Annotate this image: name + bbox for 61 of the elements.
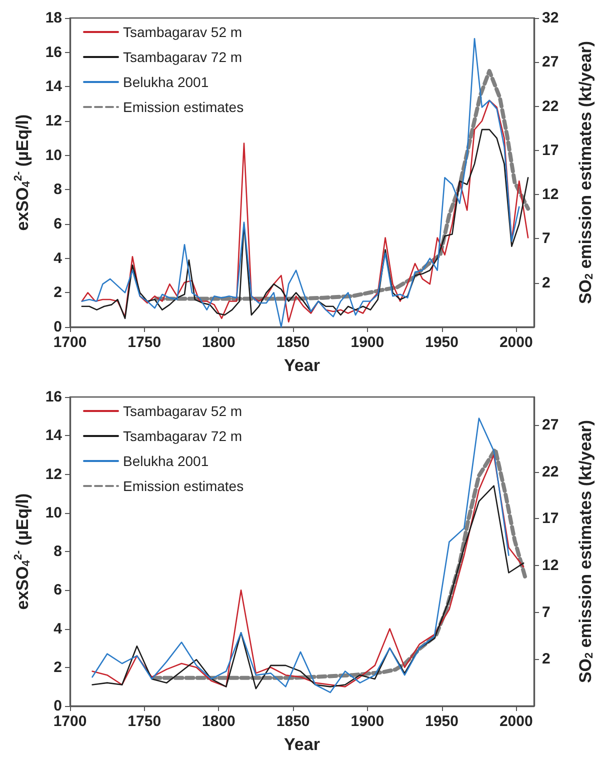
y-tick-label: 0: [54, 318, 62, 336]
y2-tick-label: 22: [542, 463, 559, 480]
y-tick-label: 12: [45, 112, 62, 130]
y2-tick-label: 2: [542, 650, 550, 668]
y2-tick-label: 12: [542, 557, 559, 574]
x-tick-label: 1950: [425, 334, 458, 351]
legend-label: Belukha 2001: [123, 453, 209, 469]
line-series: [92, 418, 510, 694]
y-tick-label: 14: [45, 78, 63, 96]
x-tick-label: 1900: [350, 713, 384, 730]
y-tick-label: 6: [54, 216, 62, 232]
y-tick-label: 16: [45, 44, 62, 61]
x-tick-label: 2000: [499, 713, 533, 730]
y2-tick-label: 12: [542, 186, 559, 204]
y-tick-label: 6: [54, 582, 62, 599]
x-tick-label: 1850: [276, 713, 310, 730]
y-tick-label: 4: [54, 250, 63, 267]
y-tick-label: 12: [45, 466, 62, 483]
legend-label: Tsambagarav 72 m: [123, 428, 242, 444]
y-tick-label: 14: [45, 427, 63, 444]
y2-tick-label: 32: [542, 10, 559, 26]
x-tick-label: 2000: [499, 334, 533, 351]
x-tick-label: 1750: [128, 334, 162, 351]
y-tick-label: 18: [45, 10, 62, 26]
y-tick-label: 0: [54, 698, 62, 714]
x-tick-label: 1950: [425, 713, 458, 730]
y-axis-title: exSO42- (µEq/l): [12, 493, 32, 610]
y-tick-label: 16: [45, 388, 62, 406]
y2-tick-label: 17: [542, 142, 559, 159]
y2-tick-label: 17: [542, 510, 559, 528]
y2-axis-title: SO2 emission estimates (kt/year): [576, 420, 596, 684]
y2-tick-label: 2: [542, 274, 550, 292]
y-tick-label: 8: [54, 543, 62, 560]
y-tick-label: 8: [54, 181, 62, 198]
x-tick-label: 1800: [202, 334, 236, 351]
x-tick-label: 1800: [202, 713, 236, 730]
legend-label: Emission estimates: [123, 478, 244, 494]
legend-label: Tsambagarav 72 m: [123, 49, 242, 65]
legend-label: Tsambagarav 52 m: [123, 24, 242, 40]
x-tick-label: 1850: [276, 334, 310, 351]
y2-tick-label: 22: [542, 98, 559, 115]
y2-axis-title: SO2 emission estimates (kt/year): [576, 40, 596, 304]
legend-label: Tsambagarav 52 m: [123, 403, 242, 419]
x-axis-title: Year: [284, 735, 320, 754]
y2-tick-label: 27: [542, 54, 559, 71]
x-tick-label: 1750: [128, 713, 162, 730]
y-tick-label: 10: [45, 146, 62, 164]
y-tick-label: 4: [54, 620, 63, 638]
y2-tick-label: 27: [542, 416, 559, 434]
legend-label: Belukha 2001: [123, 74, 209, 90]
x-tick-label: 1900: [350, 334, 384, 351]
y2-tick-label: 7: [542, 604, 550, 621]
y-axis-title: exSO42- (µEq/l): [12, 114, 32, 231]
y-tick-label: 2: [54, 284, 62, 302]
y-tick-label: 2: [54, 658, 62, 676]
x-tick-label: 1700: [53, 334, 87, 351]
y2-tick-label: 7: [542, 230, 550, 248]
x-axis-title: Year: [284, 356, 320, 375]
x-tick-label: 1700: [53, 713, 87, 730]
y-tick-label: 10: [45, 504, 62, 522]
legend-label: Emission estimates: [123, 99, 244, 115]
